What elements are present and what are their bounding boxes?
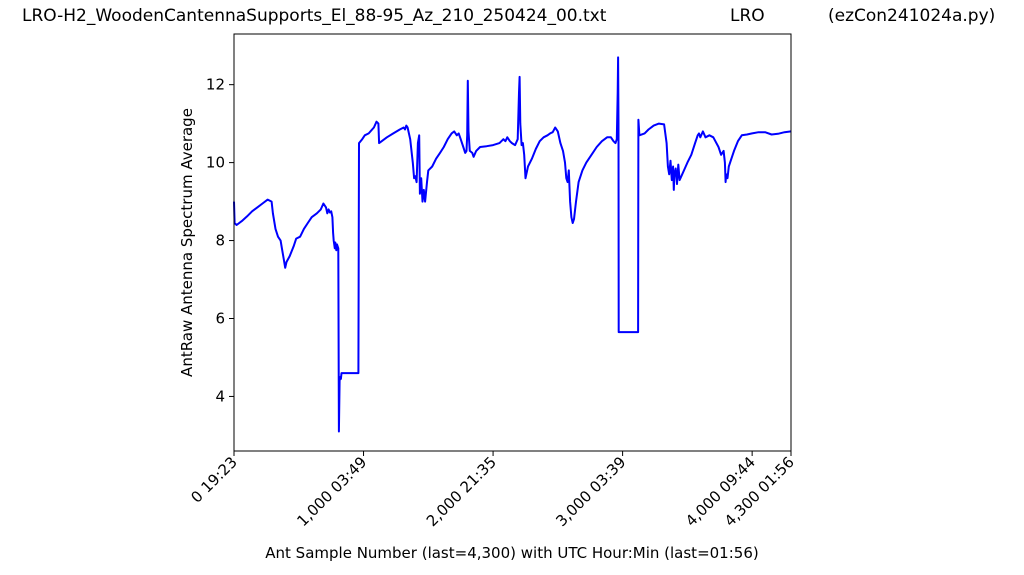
- y-tick-label: 12: [206, 76, 225, 94]
- x-tick-label: 0 19:23: [187, 453, 240, 506]
- y-axis-ticks: 4 6 8 10 12: [206, 76, 234, 405]
- chart-title-station: LRO: [730, 6, 765, 26]
- x-axis-ticks: 0 19:23 1,000 03:49 2,000 21:35 3,000 03:39…: [187, 451, 798, 530]
- y-tick-label: 8: [215, 232, 225, 250]
- y-axis-label: AntRaw Antenna Spectrum Average: [178, 108, 196, 377]
- chart-title-program: (ezCon241024a.py): [828, 6, 996, 26]
- y-tick-label: 4: [215, 387, 225, 405]
- x-tick-label: 1,000 03:49: [293, 453, 370, 530]
- y-tick-label: 10: [206, 154, 225, 172]
- x-axis-label: Ant Sample Number (last=4,300) with UTC …: [265, 544, 758, 562]
- plot-frame: [233, 33, 792, 452]
- y-tick-label: 6: [215, 309, 225, 327]
- x-tick-label: 2,000 21:35: [423, 453, 500, 530]
- chart-title-filename: LRO-H2_WoodenCantennaSupports_El_88-95_A…: [22, 6, 607, 26]
- series-line: [233, 56, 792, 433]
- x-tick-label: 3,000 03:39: [552, 453, 629, 530]
